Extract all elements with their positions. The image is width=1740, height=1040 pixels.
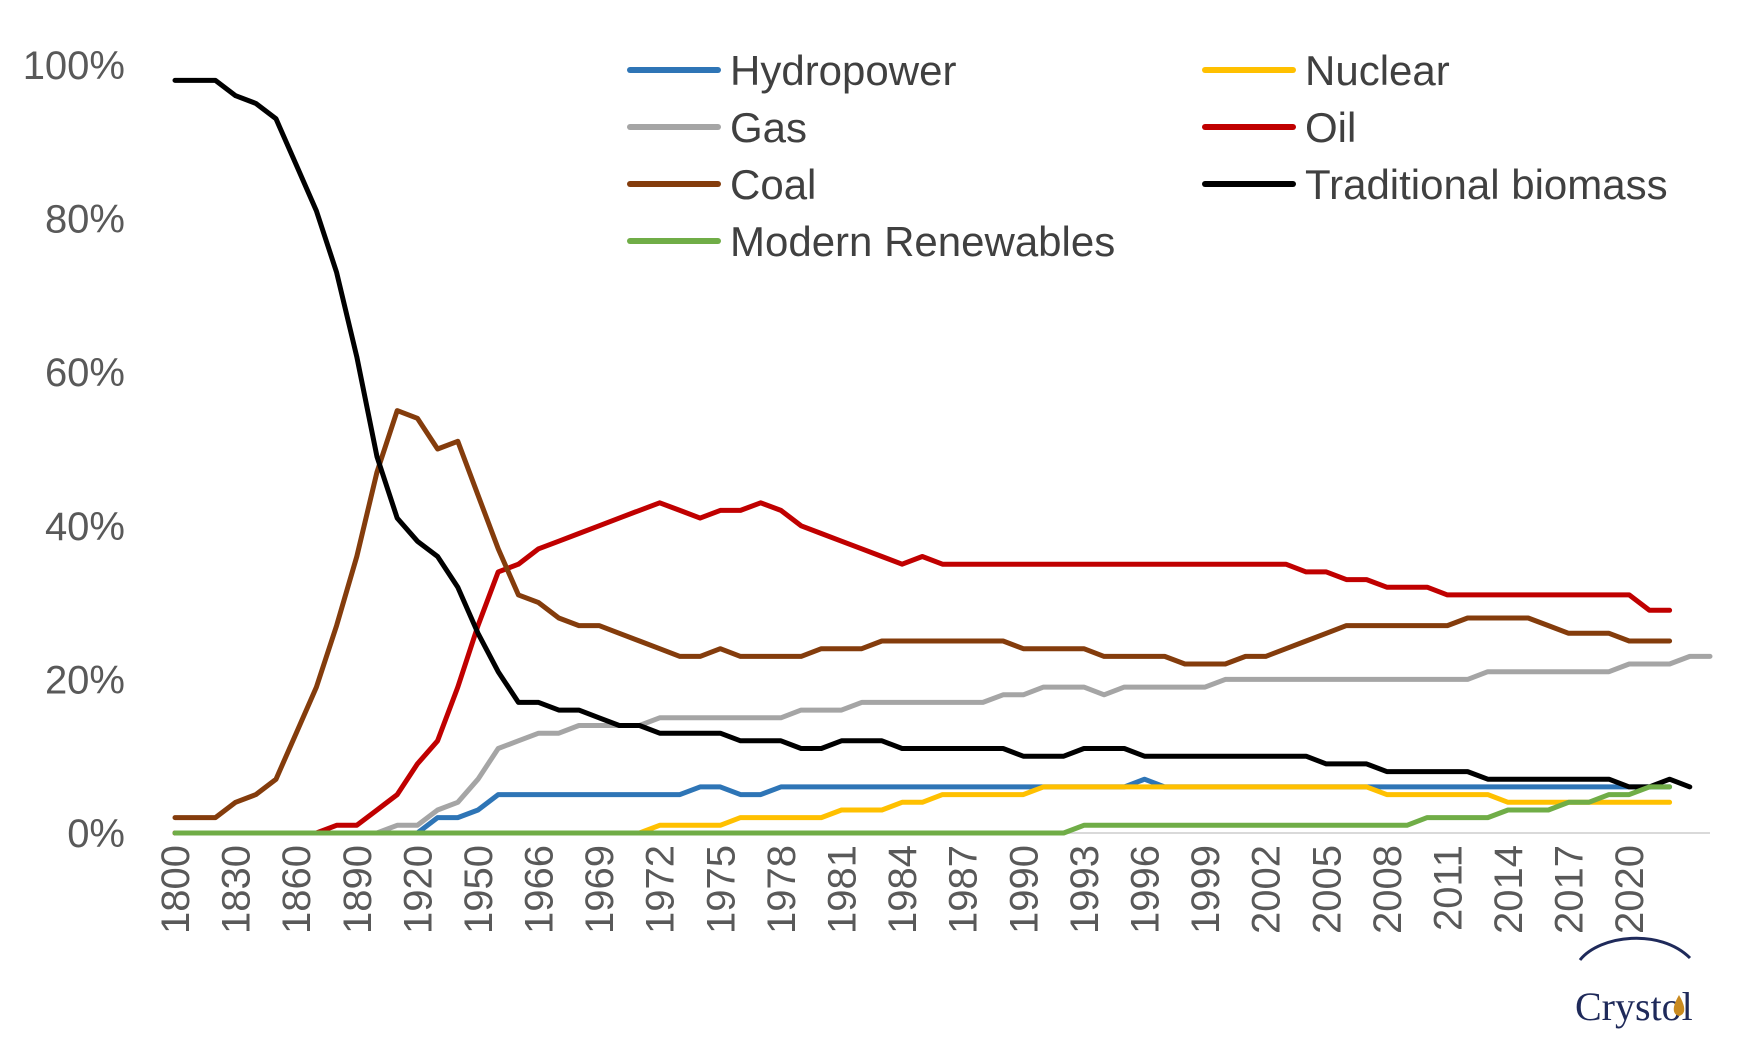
x-tick-label: 1950	[457, 845, 501, 934]
x-tick-label: 1993	[1063, 845, 1107, 934]
x-tick-label: 1966	[518, 845, 562, 934]
y-tick-label: 40%	[45, 505, 125, 549]
x-tick-label: 1981	[821, 845, 865, 934]
legend-label: Traditional biomass	[1305, 161, 1668, 208]
series-line-traditional-biomass	[172, 77, 1693, 790]
legend-label: Hydropower	[730, 47, 956, 94]
legend-label: Modern Renewables	[730, 218, 1115, 265]
crystol-logo: Crystol	[1575, 936, 1693, 1029]
x-tick-label: 1860	[275, 845, 319, 934]
y-tick-label: 80%	[45, 198, 125, 242]
x-tick-label: 1975	[699, 845, 743, 934]
series-line-gas	[172, 653, 1713, 836]
x-tick-label: 2014	[1487, 845, 1531, 934]
x-tick-label: 1987	[942, 845, 986, 934]
logo-drop-icon	[1673, 995, 1685, 1016]
series-line-coal	[172, 408, 1673, 821]
x-tick-label: 1984	[881, 845, 925, 934]
x-tick-label: 1890	[336, 845, 380, 934]
x-tick-label: 1999	[1184, 845, 1228, 934]
legend: Hydropower Nuclear Gas Oil Coal Traditional b…	[627, 47, 1668, 265]
x-tick-label: 1969	[578, 845, 622, 934]
series-line-hydropower	[172, 776, 1673, 836]
legend-label: Gas	[730, 104, 807, 151]
y-tick-label: 60%	[45, 351, 125, 395]
x-tick-label: 1972	[639, 845, 683, 934]
x-axis: 1800 1830 1860 1890 1920 1950 1966 1969 1972 1975…	[154, 832, 1710, 934]
series-line-oil	[172, 500, 1673, 836]
x-tick-label: 1800	[154, 845, 198, 934]
legend-label: Oil	[1305, 104, 1356, 151]
x-tick-label: 2020	[1608, 845, 1652, 934]
y-tick-label: 20%	[45, 658, 125, 702]
series-line-modern-renewables	[172, 784, 1673, 836]
logo-text: Crystol	[1575, 984, 1693, 1029]
y-axis: 0% 20% 40% 60% 80% 100%	[23, 44, 125, 856]
x-tick-label: 1996	[1123, 845, 1167, 934]
x-tick-label: 1830	[215, 845, 259, 934]
x-tick-label: 1990	[1002, 845, 1046, 934]
x-tick-label: 1978	[760, 845, 804, 934]
x-tick-label: 2008	[1366, 845, 1410, 934]
legend-label: Nuclear	[1305, 47, 1450, 94]
legend-label: Coal	[730, 161, 816, 208]
x-tick-label: 2005	[1305, 845, 1349, 934]
x-tick-label: 1920	[396, 845, 440, 934]
logo-swoosh-icon	[1578, 936, 1692, 961]
y-tick-label: 0%	[67, 812, 125, 856]
y-tick-label: 100%	[23, 44, 125, 88]
x-tick-label: 2002	[1245, 845, 1289, 934]
x-tick-label: 2011	[1426, 845, 1470, 931]
series-layer	[172, 77, 1713, 836]
x-tick-label: 2017	[1548, 845, 1592, 934]
